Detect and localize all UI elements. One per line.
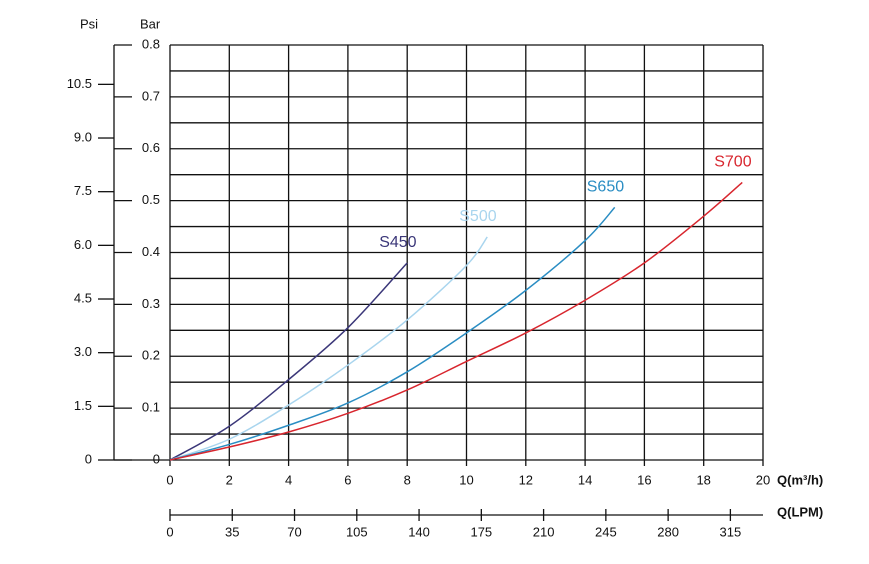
series-line <box>169 236 488 461</box>
x2-tick-label: 105 <box>346 524 368 539</box>
x-tick-label: 18 <box>696 472 710 487</box>
x-axis-title: Q(m³/h) <box>777 472 823 487</box>
x2-tick-label: 70 <box>287 524 301 539</box>
y2-tick-label: 6.0 <box>74 237 92 252</box>
y-tick-label: 0 <box>153 451 160 466</box>
x-tick-label: 8 <box>404 472 411 487</box>
series-line <box>169 206 616 461</box>
x2-tick-label: 0 <box>166 524 173 539</box>
x2-tick-label: 280 <box>657 524 679 539</box>
y2-tick-label: 10.5 <box>67 76 92 91</box>
series-line <box>169 181 743 461</box>
x-tick-label: 10 <box>459 472 473 487</box>
series-label: S700 <box>714 154 751 171</box>
y-tick-label: 0.2 <box>142 348 160 363</box>
x2-tick-label: 140 <box>408 524 430 539</box>
y-tick-label: 0.8 <box>142 36 160 51</box>
x-tick-label: 4 <box>285 472 292 487</box>
series-label: S650 <box>587 179 624 196</box>
series-label: S450 <box>379 234 416 251</box>
series-line <box>169 262 408 461</box>
y-tick-label: 0.3 <box>142 296 160 311</box>
y2-tick-label: 4.5 <box>74 290 92 305</box>
y2-tick-label: 0 <box>85 451 92 466</box>
y2-axis-title: Psi <box>80 16 98 31</box>
x2-tick-label: 175 <box>470 524 492 539</box>
x2-tick-label: 35 <box>225 524 239 539</box>
x-tick-label: 6 <box>344 472 351 487</box>
x-tick-label: 12 <box>519 472 533 487</box>
y2-tick-label: 7.5 <box>74 183 92 198</box>
x-tick-label: 2 <box>226 472 233 487</box>
y-tick-label: 0.1 <box>142 400 160 415</box>
y-tick-label: 0.7 <box>142 88 160 103</box>
x2-axis-title: Q(LPM) <box>777 504 823 519</box>
y-tick-label: 0.6 <box>142 140 160 155</box>
y2-tick-label: 3.0 <box>74 344 92 359</box>
x-tick-label: 14 <box>578 472 592 487</box>
x-tick-label: 16 <box>637 472 651 487</box>
x2-tick-label: 210 <box>533 524 555 539</box>
x2-tick-label: 245 <box>595 524 617 539</box>
x-tick-label: 0 <box>166 472 173 487</box>
x2-tick-label: 315 <box>720 524 742 539</box>
series-label: S500 <box>459 208 496 225</box>
y-axis-title: Bar <box>140 16 161 31</box>
y-tick-label: 0.5 <box>142 192 160 207</box>
y2-tick-label: 1.5 <box>74 398 92 413</box>
x-tick-label: 20 <box>756 472 770 487</box>
y2-tick-label: 9.0 <box>74 129 92 144</box>
y-tick-label: 0.4 <box>142 244 160 259</box>
